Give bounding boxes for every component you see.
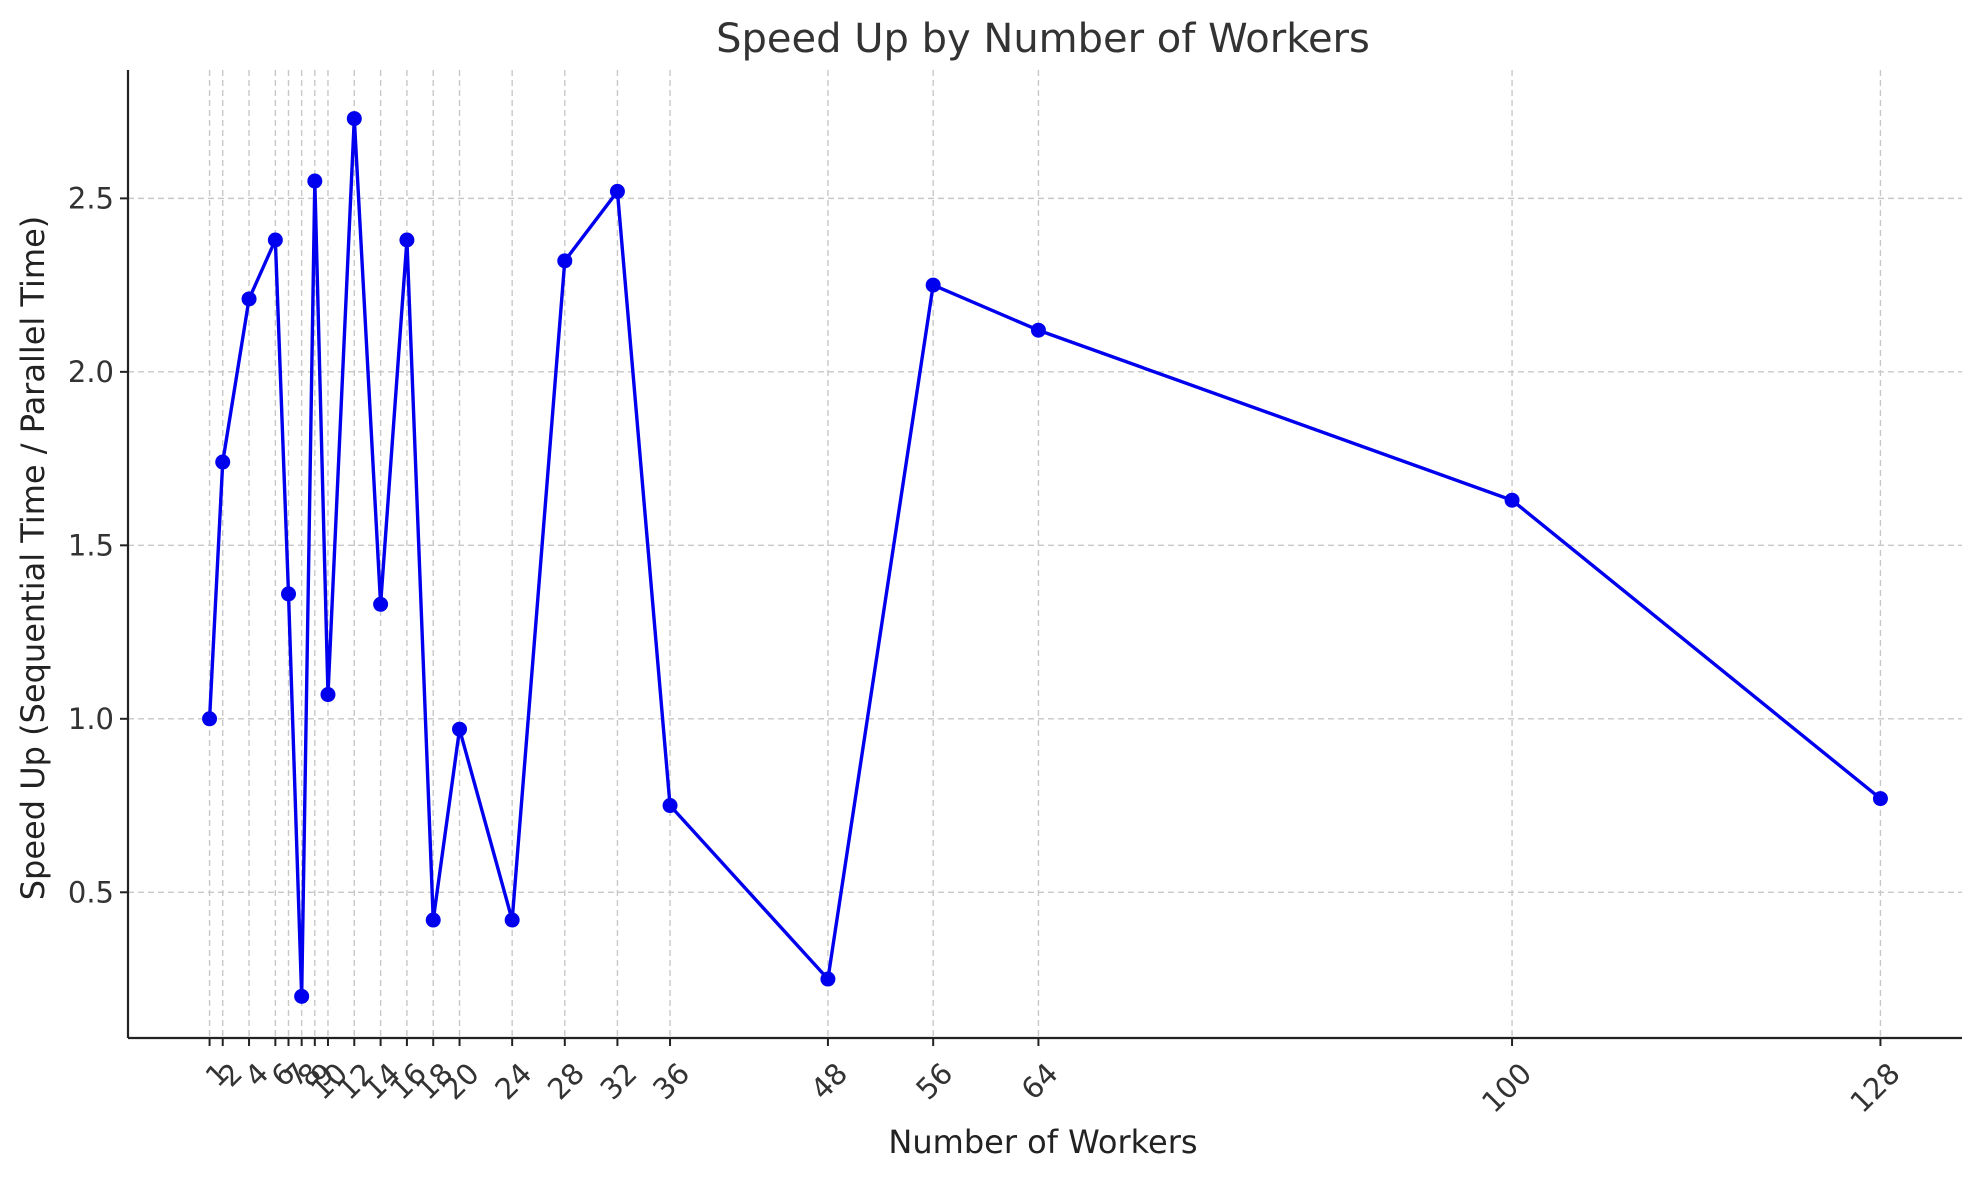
data-point [1504,492,1520,508]
series-line [207,116,1882,999]
x-tick-label: 64 [1015,1056,1065,1106]
y-tick-label: 2.0 [68,355,114,389]
data-point [215,454,231,470]
data-point [609,183,625,199]
data-point [346,111,362,127]
data-point [307,173,323,189]
data-point [373,596,389,612]
chart-title: Speed Up by Number of Workers [716,16,1370,62]
x-tick-label: 100 [1475,1056,1538,1119]
data-point [1030,322,1046,338]
y-ticks: 0.5 1.0 1.5 2.0 2.5 [68,181,128,909]
data-point [1872,791,1888,807]
x-tick-label: 56 [909,1056,959,1106]
x-tick-label: 32 [593,1056,643,1106]
y-tick-label: 1.5 [68,528,114,562]
x-axis-label: Number of Workers [888,1123,1197,1161]
x-tick-label: 28 [541,1056,591,1106]
data-point [267,232,283,248]
data-point [399,232,415,248]
data-point [504,912,520,928]
y-axis-label: Speed Up (Sequential Time / Parallel Tim… [14,216,52,901]
x-tick-label: 36 [646,1056,696,1106]
data-point [294,988,310,1004]
data-point [241,291,257,307]
x-tick-label: 48 [804,1056,854,1106]
data-point [281,586,297,602]
data-point [557,253,573,269]
series [202,111,1888,1004]
data-point [820,971,836,987]
data-point [662,798,678,814]
y-tick-label: 2.5 [68,181,114,215]
data-point [452,721,468,737]
x-tick-label: 20 [436,1056,486,1106]
data-point [425,912,441,928]
y-tick-label: 1.0 [68,702,114,736]
y-tick-label: 0.5 [68,875,114,909]
data-point [320,687,336,703]
data-point [925,277,941,293]
x-tick-label: 128 [1843,1056,1906,1119]
data-point [202,711,218,727]
x-tick-label: 24 [488,1056,538,1106]
grid [128,70,1962,1038]
